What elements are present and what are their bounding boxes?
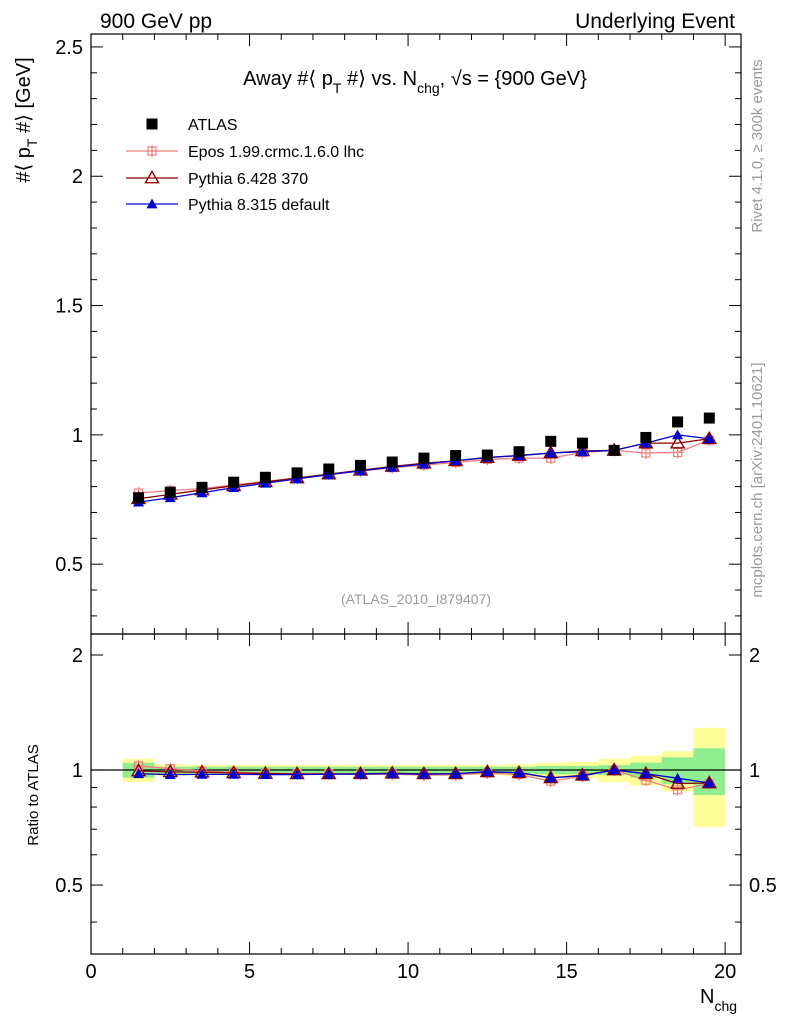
ratio-xtick-label: 10 bbox=[397, 961, 419, 983]
legend-label-pythia8: Pythia 8.315 default bbox=[188, 197, 330, 214]
main-point-pythia8 bbox=[576, 446, 588, 457]
ratio-point-pythia8 bbox=[672, 772, 684, 783]
main-point-atlas bbox=[672, 416, 684, 428]
plot-title: Away #⟨ pT #⟩ vs. Nchg, √s = {900 GeV} bbox=[243, 68, 587, 96]
main-point-epos bbox=[639, 446, 652, 459]
main-ytick-label: 1 bbox=[72, 425, 83, 447]
ratio-ytick-label-right: 2 bbox=[749, 645, 760, 667]
main-point-pythia8 bbox=[545, 447, 557, 458]
rivet-version-text: Rivet 4.1.0, ≥ 300k events bbox=[749, 59, 766, 232]
ratio-point-pythia8 bbox=[355, 768, 367, 779]
ratio-point-pythia8 bbox=[386, 768, 398, 779]
ratio-point-pythia8 bbox=[291, 769, 303, 779]
mcplots-text: mcplots.cern.ch [arXiv:2401.10621] bbox=[749, 362, 766, 597]
main-point-atlas bbox=[164, 486, 176, 498]
ratio-xtick-label: 20 bbox=[714, 961, 736, 983]
main-point-atlas bbox=[291, 467, 303, 479]
ratio-ylabel: Ratio to ATLAS bbox=[25, 744, 42, 845]
ratio-point-pythia6 bbox=[606, 762, 622, 776]
main-point-pythia6 bbox=[543, 445, 559, 459]
ratio-point-pythia8 bbox=[703, 777, 715, 788]
ratio-point-pythia8 bbox=[481, 766, 493, 777]
main-ytick-label: 0.5 bbox=[55, 554, 83, 576]
ratio-xtick-label: 5 bbox=[244, 961, 255, 983]
main-point-atlas bbox=[323, 463, 335, 475]
main-point-pythia6 bbox=[669, 435, 686, 449]
ratio-point-pythia8 bbox=[576, 770, 588, 781]
ratio-ytick-label: 0.5 bbox=[55, 875, 83, 897]
main-point-atlas bbox=[481, 449, 493, 461]
legend: ATLAS Epos 1.99.crmc.1.6.0 lhc Pythia 6.42… bbox=[126, 117, 364, 214]
ratio-point-pythia8 bbox=[418, 768, 430, 779]
ratio-xtick-label: 15 bbox=[555, 961, 577, 983]
main-axis-ticks: 0.5 1 1.5 2 2.5 bbox=[55, 34, 741, 634]
ratio-point-pythia8 bbox=[228, 768, 240, 779]
ratio-point-pythia8 bbox=[450, 768, 462, 779]
main-point-atlas bbox=[228, 476, 240, 488]
ratio-series-group bbox=[130, 759, 718, 796]
legend-label-epos: Epos 1.99.crmc.1.6.0 lhc bbox=[188, 144, 364, 161]
main-point-atlas bbox=[355, 459, 367, 471]
ratio-point-pythia8 bbox=[608, 764, 620, 775]
header-left: 900 GeV pp bbox=[100, 10, 212, 33]
ratio-ytick-label: 2 bbox=[72, 645, 83, 667]
main-point-atlas bbox=[640, 431, 652, 443]
legend-marker-atlas bbox=[146, 118, 158, 130]
main-point-atlas bbox=[418, 452, 430, 464]
legend-label-pythia6: Pythia 6.428 370 bbox=[188, 171, 308, 188]
ratio-point-pythia6 bbox=[511, 764, 527, 779]
header-right: Underlying Event bbox=[575, 10, 735, 33]
ratio-point-pythia8 bbox=[259, 769, 271, 779]
ratio-ytick-label-right: 0.5 bbox=[749, 875, 777, 897]
xlabel: Nchg bbox=[700, 986, 737, 1014]
ratio-point-pythia8 bbox=[133, 768, 145, 779]
main-point-pythia8 bbox=[703, 433, 715, 444]
main-point-atlas bbox=[259, 471, 271, 483]
ratio-point-pythia8 bbox=[640, 768, 652, 779]
legend-marker-pythia8 bbox=[146, 198, 158, 209]
ratio-point-pythia6 bbox=[479, 763, 496, 778]
main-point-pythia8 bbox=[672, 429, 684, 440]
ratio-point-pythia8 bbox=[545, 772, 557, 783]
legend-marker-pythia6 bbox=[144, 170, 160, 184]
main-ytick-label: 1.5 bbox=[55, 296, 83, 318]
ratio-ytick-label-right: 1 bbox=[749, 760, 760, 782]
main-ytick-label: 2 bbox=[72, 166, 83, 188]
main-point-atlas bbox=[608, 444, 620, 456]
ratio-point-epos bbox=[671, 783, 684, 796]
legend-label-atlas: ATLAS bbox=[188, 117, 238, 134]
main-point-atlas bbox=[576, 437, 588, 449]
ratio-point-pythia8 bbox=[164, 769, 176, 779]
ratio-xtick-label: 0 bbox=[85, 961, 96, 983]
main-ylabel: #⟨ pT #⟩ [GeV] bbox=[13, 57, 40, 182]
ratio-point-pythia6 bbox=[447, 765, 464, 780]
main-point-atlas bbox=[133, 492, 145, 504]
main-point-atlas bbox=[703, 412, 715, 424]
ratio-point-pythia6 bbox=[669, 775, 686, 789]
main-point-atlas bbox=[545, 435, 557, 447]
ratio-axis-ticks: 0 5 10 15 20 0.5 0.5 1 1 2 2 bbox=[55, 634, 777, 983]
main-point-atlas bbox=[513, 446, 525, 458]
main-point-atlas bbox=[450, 450, 462, 462]
ratio-point-pythia8 bbox=[513, 767, 525, 778]
legend-marker-epos bbox=[146, 145, 158, 157]
analysis-watermark: (ATLAS_2010_I879407) bbox=[341, 591, 491, 607]
ratio-panel-frame bbox=[90, 633, 742, 955]
main-point-atlas bbox=[386, 456, 398, 468]
ratio-point-pythia8 bbox=[323, 768, 335, 779]
main-series-group bbox=[130, 412, 718, 507]
ratio-point-pythia8 bbox=[196, 768, 208, 779]
main-ytick-label: 2.5 bbox=[55, 37, 83, 59]
main-point-atlas bbox=[196, 481, 208, 493]
ratio-ytick-label: 1 bbox=[72, 760, 83, 782]
